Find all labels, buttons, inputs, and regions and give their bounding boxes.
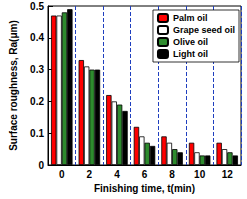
svg-text:Palm oil: Palm oil xyxy=(173,13,208,23)
svg-text:0: 0 xyxy=(38,160,44,171)
svg-text:0.3: 0.3 xyxy=(30,64,44,75)
svg-text:8: 8 xyxy=(169,169,175,180)
svg-text:Grape seed oil: Grape seed oil xyxy=(173,25,235,35)
svg-text:0.2: 0.2 xyxy=(30,96,44,107)
svg-text:4: 4 xyxy=(114,169,120,180)
svg-text:0.4: 0.4 xyxy=(30,32,44,43)
svg-text:2: 2 xyxy=(87,169,93,180)
svg-text:Light oil: Light oil xyxy=(173,49,208,59)
svg-text:12: 12 xyxy=(222,169,234,180)
svg-text:Olive oil: Olive oil xyxy=(173,37,208,47)
svg-text:10: 10 xyxy=(194,169,206,180)
svg-text:0.1: 0.1 xyxy=(30,128,44,139)
svg-text:Finishing time, t(min): Finishing time, t(min) xyxy=(94,183,195,194)
svg-text:Surface roughness, Ra(μm): Surface roughness, Ra(μm) xyxy=(8,20,19,151)
svg-text:0.5: 0.5 xyxy=(30,1,44,12)
svg-text:6: 6 xyxy=(142,169,148,180)
svg-text:0: 0 xyxy=(59,169,65,180)
